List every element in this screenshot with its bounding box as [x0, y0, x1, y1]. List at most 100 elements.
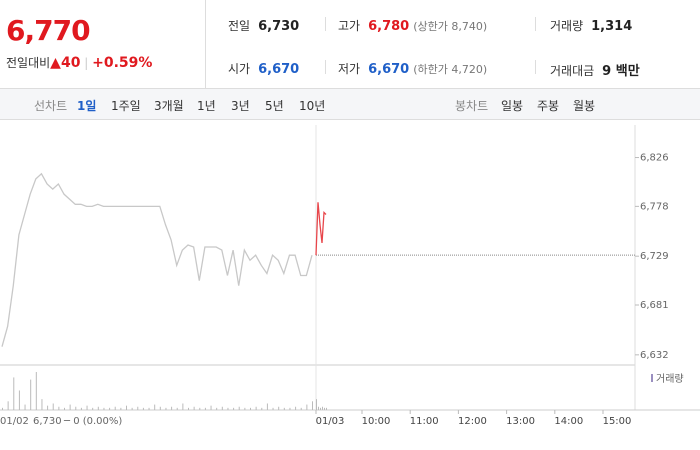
price-line	[1, 172, 313, 347]
volume-bar	[238, 406, 240, 410]
y-tick-label: 6,729	[640, 251, 669, 262]
volume-bar	[199, 407, 201, 410]
volume-bar	[120, 407, 122, 410]
volume-bar	[69, 404, 71, 410]
info-cell: 고가 6,780 (상한가 8,740)	[338, 17, 487, 34]
tab-bar: 선차트 1일 1주일 3개월 1년 3년 5년 10년 봉차트 일봉 주봉 월봉	[0, 89, 700, 120]
tab-group-label: 봉차트	[455, 99, 489, 113]
volume-bar	[97, 406, 99, 410]
volume-bar	[272, 407, 274, 410]
change-label: 전일대비	[6, 56, 51, 70]
volume-bar	[300, 407, 302, 410]
volume-bar	[216, 407, 218, 410]
volume-bar	[126, 405, 127, 410]
volume-bar	[193, 406, 195, 410]
volume-bar	[30, 379, 32, 410]
volume-bar	[148, 407, 150, 410]
volume-bar	[80, 407, 82, 410]
footer-change: ─ 0 (0.00%)	[63, 416, 122, 427]
x-tick-label: 15:00	[603, 416, 632, 427]
x-tick-label: 12:00	[458, 416, 487, 427]
volume-legend: 거래량	[656, 373, 684, 385]
volume-bar	[261, 407, 263, 410]
volume-bar	[221, 406, 223, 410]
y-tick-label: 6,632	[640, 350, 669, 361]
volume-bar	[86, 405, 88, 410]
volume-bar	[24, 404, 26, 410]
volume-bar	[131, 407, 133, 410]
info-value: 9 백만	[602, 64, 640, 79]
price-line	[315, 202, 327, 256]
volume-bar	[103, 407, 105, 410]
change: 전일대비▲40 | +0.59%	[6, 55, 153, 71]
volume-bar	[182, 403, 184, 410]
volume-bar	[176, 407, 178, 410]
volume-bar	[312, 401, 313, 410]
y-tick-label: 6,681	[640, 300, 669, 311]
tab-group-label: 선차트	[34, 99, 68, 113]
volume-bar	[227, 407, 229, 410]
x-tick-label: 13:00	[506, 416, 535, 427]
info-cell: 전일 6,730	[228, 17, 299, 34]
volume-bar	[7, 401, 9, 410]
y-tick-label: 6,826	[640, 153, 669, 164]
candle-tab[interactable]: 일봉	[501, 99, 524, 113]
volume-bar	[137, 406, 139, 410]
candle-tab[interactable]: 월봉	[573, 99, 596, 113]
volume-bar	[295, 406, 297, 410]
x-tick-label: 01/03	[316, 416, 345, 427]
volume-bar	[154, 404, 156, 410]
info-note: (상한가 8,740)	[413, 20, 488, 33]
volume-bar	[47, 405, 49, 410]
volume-bar	[142, 407, 144, 410]
info-label: 전일	[228, 19, 251, 33]
info-label: 고가	[338, 19, 361, 33]
change-value: 40	[60, 55, 81, 71]
volume-bar	[165, 407, 167, 410]
volume-bar	[266, 403, 268, 410]
volume-bar	[109, 407, 111, 410]
volume-bar	[324, 407, 325, 410]
info-cell: 저가 6,670 (하한가 4,720)	[338, 60, 487, 77]
volume-bar	[41, 399, 43, 410]
volume-bar	[244, 407, 246, 410]
volume-bar	[250, 407, 251, 410]
volume-bar	[114, 406, 116, 410]
period-tab[interactable]: 10년	[299, 99, 326, 113]
volume-bar	[316, 399, 317, 410]
period-tab[interactable]: 1일	[77, 99, 97, 113]
volume-bar	[289, 407, 291, 410]
volume-bar	[35, 372, 37, 410]
price: 6,770	[6, 14, 91, 47]
period-tab[interactable]: 5년	[265, 99, 284, 113]
x-tick-label: 10:00	[362, 416, 391, 427]
period-tab[interactable]: 3년	[231, 99, 250, 113]
volume-bar	[320, 407, 321, 410]
info-value: 1,314	[591, 19, 633, 34]
info-note: (하한가 4,720)	[413, 63, 488, 76]
change-pct: +0.59%	[92, 55, 153, 71]
period-tab[interactable]: 1년	[197, 99, 216, 113]
volume-bar	[13, 377, 15, 410]
volume-bar	[171, 406, 173, 410]
info-label: 시가	[228, 62, 251, 76]
footer-close: 6,730	[33, 416, 62, 427]
info-value: 6,670	[258, 62, 300, 77]
summary: 6,770 전일대비▲40 | +0.59% 전일 6,730 고가 6,780 (상한…	[0, 0, 700, 89]
candle-tab[interactable]: 주봉	[537, 99, 560, 113]
volume-bar	[233, 407, 235, 410]
info-value: 6,670	[368, 62, 410, 77]
footer-date: 01/02	[0, 416, 29, 427]
period-tab[interactable]: 3개월	[154, 99, 184, 113]
volume-bar	[18, 390, 20, 410]
volume-bar	[306, 404, 308, 410]
period-tab[interactable]: 1주일	[111, 99, 141, 113]
x-tick-label: 11:00	[410, 416, 439, 427]
volume-bar	[322, 406, 323, 410]
volume-bar	[204, 407, 206, 410]
info-label: 저가	[338, 62, 361, 76]
volume-bar	[92, 407, 94, 410]
separator	[325, 17, 326, 31]
